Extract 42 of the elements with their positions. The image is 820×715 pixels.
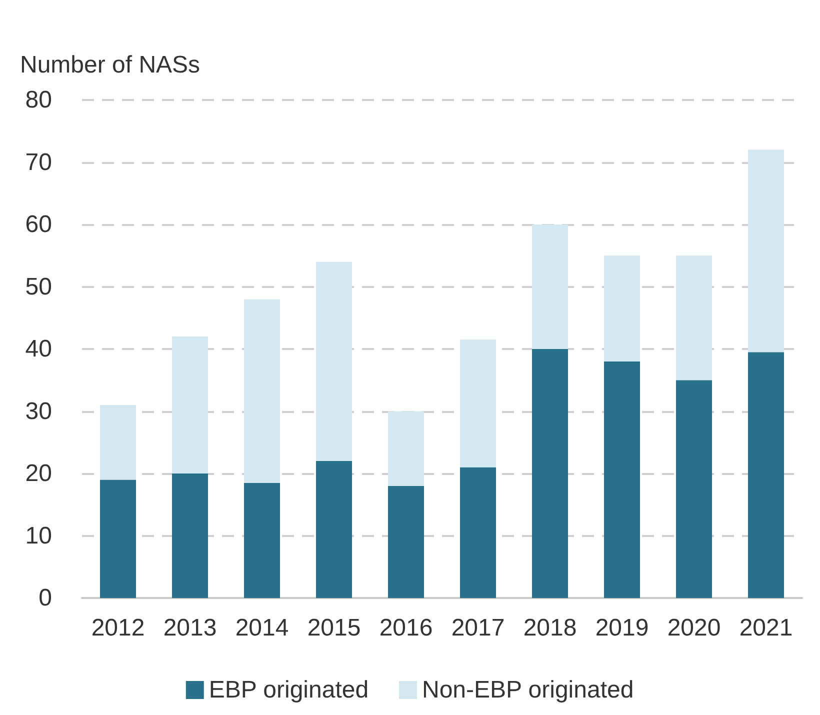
x-tick-label: 2013	[163, 614, 217, 642]
bar	[172, 474, 208, 598]
y-tick-label: 40	[25, 336, 52, 362]
bar	[388, 486, 424, 598]
bar	[748, 352, 784, 598]
bar	[532, 224, 568, 349]
x-tick-label: 2020	[667, 614, 721, 642]
y-tick-label: 0	[38, 584, 52, 612]
y-tick-label: 50	[25, 273, 52, 300]
bar	[316, 262, 352, 462]
y-tick-label: 70	[25, 148, 52, 176]
bar	[244, 299, 280, 483]
legend-label: Non-EBP originated	[422, 676, 634, 704]
x-tick-label: 2012	[91, 614, 145, 642]
y-tick-label: 30	[25, 398, 52, 425]
legend-label: EBP originated	[208, 676, 369, 704]
bar	[676, 256, 712, 380]
bar	[532, 349, 568, 598]
bar	[100, 480, 136, 598]
bar	[604, 256, 640, 362]
bar	[172, 336, 208, 474]
x-tick-label: 2017	[451, 614, 505, 642]
y-axis-title: Number of NASs	[20, 52, 200, 78]
bar	[100, 405, 136, 480]
bar	[460, 467, 496, 598]
x-tick-label: 2015	[307, 614, 361, 642]
y-tick-label: 80	[25, 86, 52, 114]
y-tick-label: 10	[25, 522, 52, 550]
x-tick-label: 2021	[739, 614, 793, 642]
bar	[604, 361, 640, 598]
x-tick-label: 2019	[595, 614, 649, 642]
bar	[748, 150, 784, 352]
bar	[676, 380, 712, 598]
bar	[316, 461, 352, 598]
x-tick-label: 2014	[235, 614, 289, 642]
bar	[388, 411, 424, 486]
y-tick-label: 20	[25, 460, 52, 487]
y-tick-label: 60	[25, 211, 52, 238]
x-tick-label: 2016	[379, 614, 433, 642]
x-tick-label: 2018	[523, 614, 577, 642]
bar	[460, 340, 496, 468]
bar	[244, 482, 280, 598]
